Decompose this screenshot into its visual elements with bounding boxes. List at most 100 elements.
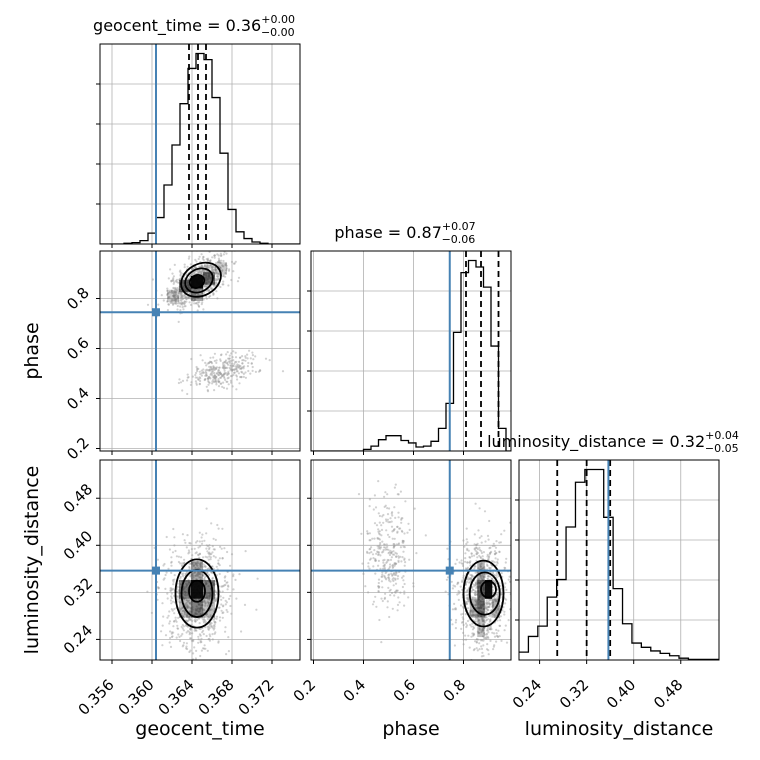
sample-point xyxy=(196,370,199,373)
sample-point xyxy=(467,581,471,584)
sample-point xyxy=(217,257,220,260)
sample-point xyxy=(224,272,227,275)
sample-point xyxy=(186,604,189,608)
sample-point xyxy=(217,254,220,257)
sample-point xyxy=(230,260,234,263)
sample-point xyxy=(484,606,488,609)
sample-point xyxy=(466,576,469,579)
sample-point xyxy=(175,298,178,301)
sample-point xyxy=(168,622,171,625)
sample-point xyxy=(188,562,191,565)
sample-point xyxy=(208,361,211,364)
sample-point xyxy=(197,378,200,381)
sample-point xyxy=(203,378,207,381)
sample-point xyxy=(478,622,481,625)
sample-point xyxy=(500,593,503,596)
sample-point xyxy=(181,645,184,648)
sample-point xyxy=(362,572,365,576)
sample-point xyxy=(491,601,494,604)
sample-point xyxy=(174,286,177,290)
sample-point xyxy=(215,278,218,281)
sample-point xyxy=(208,623,211,626)
sample-point xyxy=(228,268,231,271)
sample-point xyxy=(189,574,192,578)
sample-point xyxy=(208,376,211,380)
sample-point xyxy=(235,360,238,363)
sample-point xyxy=(207,369,210,372)
sample-point xyxy=(474,589,477,592)
sample-point xyxy=(495,540,498,543)
sample-point xyxy=(475,543,478,547)
sample-point xyxy=(187,618,190,622)
sample-point xyxy=(185,624,188,627)
sample-point xyxy=(173,578,176,581)
sample-point xyxy=(170,608,173,611)
sample-point xyxy=(213,359,216,363)
sample-point xyxy=(185,619,188,622)
sample-point xyxy=(191,563,194,566)
sample-point xyxy=(368,498,371,501)
sample-point xyxy=(374,559,377,562)
sample-point xyxy=(196,540,199,543)
sample-point xyxy=(388,615,391,619)
sample-point xyxy=(173,620,176,623)
sample-point xyxy=(482,654,485,658)
sample-point xyxy=(211,268,214,271)
sample-point xyxy=(185,647,188,650)
sample-point xyxy=(218,616,222,619)
sample-point xyxy=(157,303,160,306)
sample-point xyxy=(394,551,397,555)
sample-point xyxy=(488,620,491,624)
sample-point xyxy=(366,551,369,555)
sample-point xyxy=(225,380,228,383)
sample-point xyxy=(244,356,247,359)
sample-point xyxy=(203,619,206,622)
sample-point xyxy=(372,508,375,511)
sample-point xyxy=(496,635,499,638)
sample-point xyxy=(496,594,499,597)
sample-point xyxy=(461,564,465,568)
sample-point xyxy=(222,259,225,263)
sample-point xyxy=(472,614,475,617)
sample-point xyxy=(216,278,219,281)
sample-point xyxy=(465,527,468,530)
sample-point xyxy=(226,380,229,383)
tick-label-x-geocent_time: 0.360 xyxy=(115,676,158,719)
sample-point xyxy=(179,292,182,295)
sample-point xyxy=(200,637,203,640)
sample-point xyxy=(373,494,376,497)
sample-point xyxy=(207,288,210,291)
sample-point xyxy=(464,583,467,586)
sample-point xyxy=(395,555,398,559)
sample-point xyxy=(201,618,204,621)
sample-point xyxy=(396,589,399,592)
sample-point xyxy=(207,289,211,292)
sample-point xyxy=(402,541,405,544)
sample-point xyxy=(184,603,187,606)
sample-point xyxy=(179,302,182,305)
sample-point xyxy=(473,596,476,600)
sample-point xyxy=(367,562,370,565)
sample-point xyxy=(173,536,176,539)
sample-point xyxy=(170,631,174,634)
sample-point xyxy=(203,616,206,619)
sample-point xyxy=(212,366,215,369)
sample-point xyxy=(254,355,257,358)
sample-point xyxy=(218,572,221,576)
sample-point xyxy=(177,616,180,620)
sample-point xyxy=(215,366,219,369)
sample-point xyxy=(477,619,481,622)
sample-point xyxy=(404,561,407,564)
sample-point xyxy=(214,277,217,280)
sample-point xyxy=(481,627,484,631)
sample-point xyxy=(217,373,220,377)
sample-point xyxy=(372,557,375,560)
sample-point xyxy=(214,269,217,272)
x-axis-label-geocent_time: geocent_time xyxy=(135,718,264,740)
sample-point xyxy=(495,564,498,567)
sample-point xyxy=(176,627,180,630)
sample-point xyxy=(397,596,400,599)
sample-point xyxy=(476,630,479,633)
sample-point xyxy=(479,574,482,577)
sample-point xyxy=(381,571,384,574)
